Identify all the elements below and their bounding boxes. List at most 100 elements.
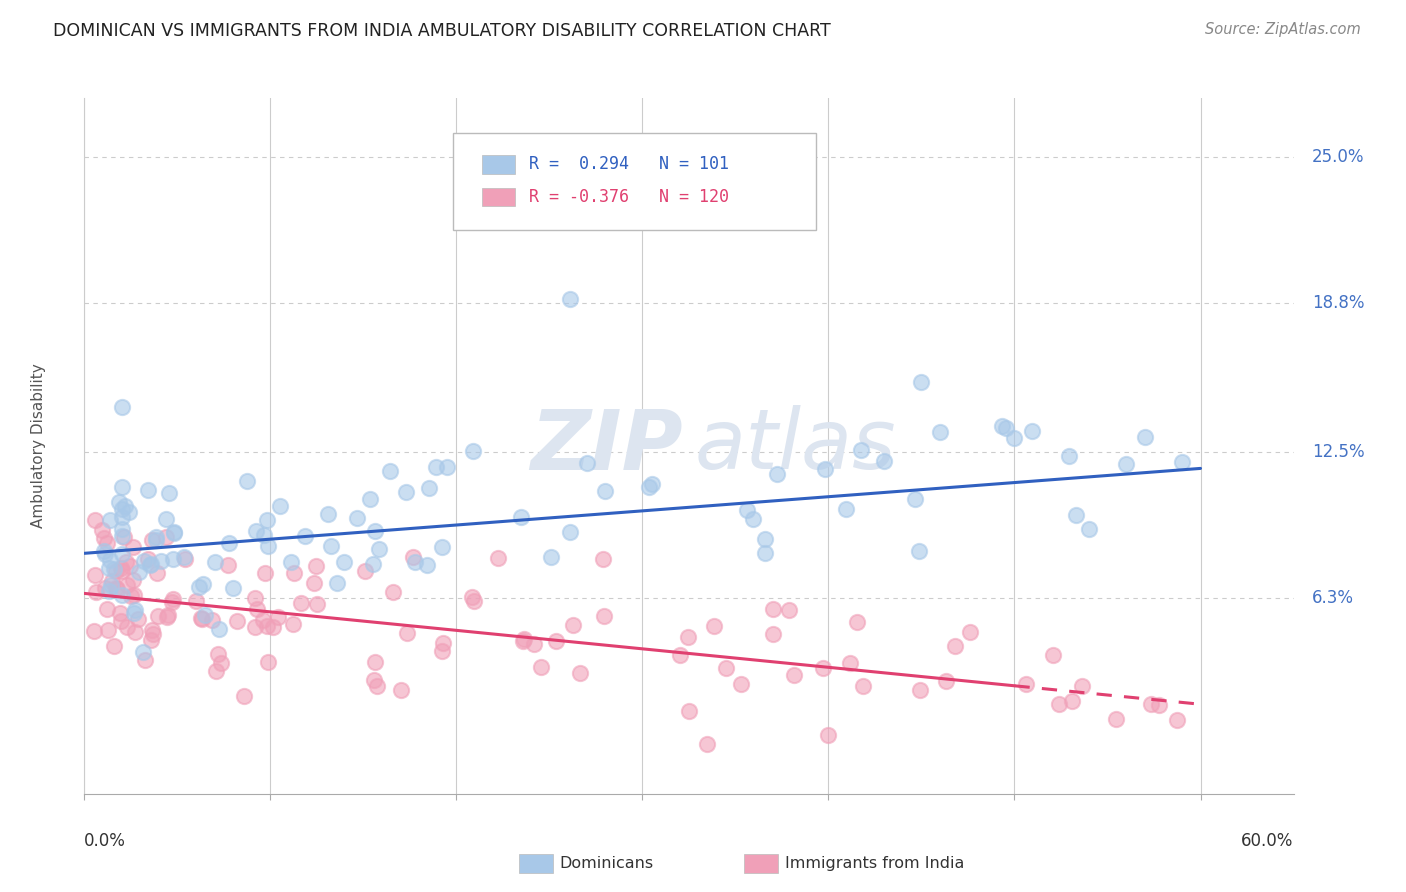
Text: 60.0%: 60.0% — [1241, 832, 1294, 850]
Point — [190, 611, 212, 625]
Point — [97, 561, 120, 575]
Point — [134, 653, 156, 667]
Point — [103, 562, 125, 576]
Point — [1021, 424, 1043, 438]
Point — [149, 554, 172, 568]
Point — [1047, 697, 1070, 711]
Text: Dominicans: Dominicans — [560, 856, 654, 871]
Point — [513, 632, 536, 647]
Point — [120, 590, 142, 604]
Point — [145, 533, 167, 548]
Point — [136, 552, 159, 566]
Point — [118, 559, 141, 574]
Point — [416, 558, 439, 572]
Point — [112, 530, 135, 544]
Text: DOMINICAN VS IMMIGRANTS FROM INDIA AMBULATORY DISABILITY CORRELATION CHART: DOMINICAN VS IMMIGRANTS FROM INDIA AMBUL… — [53, 22, 831, 40]
Point — [186, 594, 208, 608]
Point — [935, 673, 957, 688]
Point — [128, 565, 150, 579]
Point — [676, 630, 699, 644]
Point — [436, 459, 458, 474]
Point — [256, 619, 278, 633]
Text: R = -0.376   N = 120: R = -0.376 N = 120 — [529, 188, 730, 206]
Point — [118, 504, 141, 518]
Point — [321, 539, 343, 553]
Text: 12.5%: 12.5% — [1312, 443, 1364, 461]
Point — [333, 555, 356, 569]
Point — [124, 602, 146, 616]
Point — [425, 459, 447, 474]
Point — [105, 582, 128, 596]
Point — [201, 613, 224, 627]
Point — [703, 619, 725, 633]
Point — [354, 564, 377, 578]
Point — [110, 529, 132, 543]
Point — [115, 578, 138, 592]
Point — [908, 544, 931, 558]
Point — [245, 602, 267, 616]
Point — [160, 595, 183, 609]
Point — [735, 502, 758, 516]
Point — [432, 636, 454, 650]
Point — [100, 578, 122, 592]
Point — [512, 633, 534, 648]
Point — [187, 580, 209, 594]
Point — [207, 647, 229, 661]
Point — [1147, 698, 1170, 713]
Point — [730, 677, 752, 691]
Text: 18.8%: 18.8% — [1312, 294, 1364, 312]
Point — [1133, 430, 1156, 444]
Point — [114, 499, 136, 513]
Point — [835, 502, 858, 516]
Text: atlas: atlas — [695, 406, 897, 486]
Text: 0.0%: 0.0% — [84, 832, 127, 850]
Point — [430, 540, 453, 554]
Point — [418, 481, 440, 495]
Point — [110, 547, 132, 561]
Point — [105, 581, 128, 595]
Point — [253, 528, 276, 542]
Point — [245, 524, 267, 538]
Point — [157, 485, 180, 500]
Point — [461, 444, 484, 458]
Point — [173, 549, 195, 564]
Point — [592, 552, 614, 566]
Point — [995, 421, 1018, 435]
Point — [283, 616, 305, 631]
Point — [741, 512, 763, 526]
Point — [1060, 694, 1083, 708]
Point — [208, 622, 231, 636]
Text: 25.0%: 25.0% — [1312, 148, 1364, 166]
Point — [256, 513, 278, 527]
Point — [846, 615, 869, 629]
Point — [94, 547, 117, 561]
Point — [204, 664, 226, 678]
Point — [783, 667, 806, 681]
Point — [523, 636, 546, 650]
Point — [163, 526, 186, 541]
Point — [762, 601, 785, 615]
Point — [236, 475, 259, 489]
Point — [245, 591, 267, 606]
Point — [96, 602, 118, 616]
Point — [378, 464, 401, 478]
Point — [98, 513, 121, 527]
Point — [641, 477, 664, 491]
Point — [162, 552, 184, 566]
Point — [592, 608, 614, 623]
Point — [509, 509, 531, 524]
Point — [91, 523, 114, 537]
Point — [217, 558, 239, 572]
Point — [696, 737, 718, 751]
Point — [209, 656, 232, 670]
Text: ZIP: ZIP — [530, 406, 683, 486]
Point — [991, 418, 1014, 433]
Point — [98, 553, 121, 567]
Point — [115, 620, 138, 634]
Point — [103, 639, 125, 653]
Point — [162, 592, 184, 607]
Point — [361, 558, 384, 572]
Point — [754, 546, 776, 560]
Point — [766, 467, 789, 482]
Point — [1105, 712, 1128, 726]
